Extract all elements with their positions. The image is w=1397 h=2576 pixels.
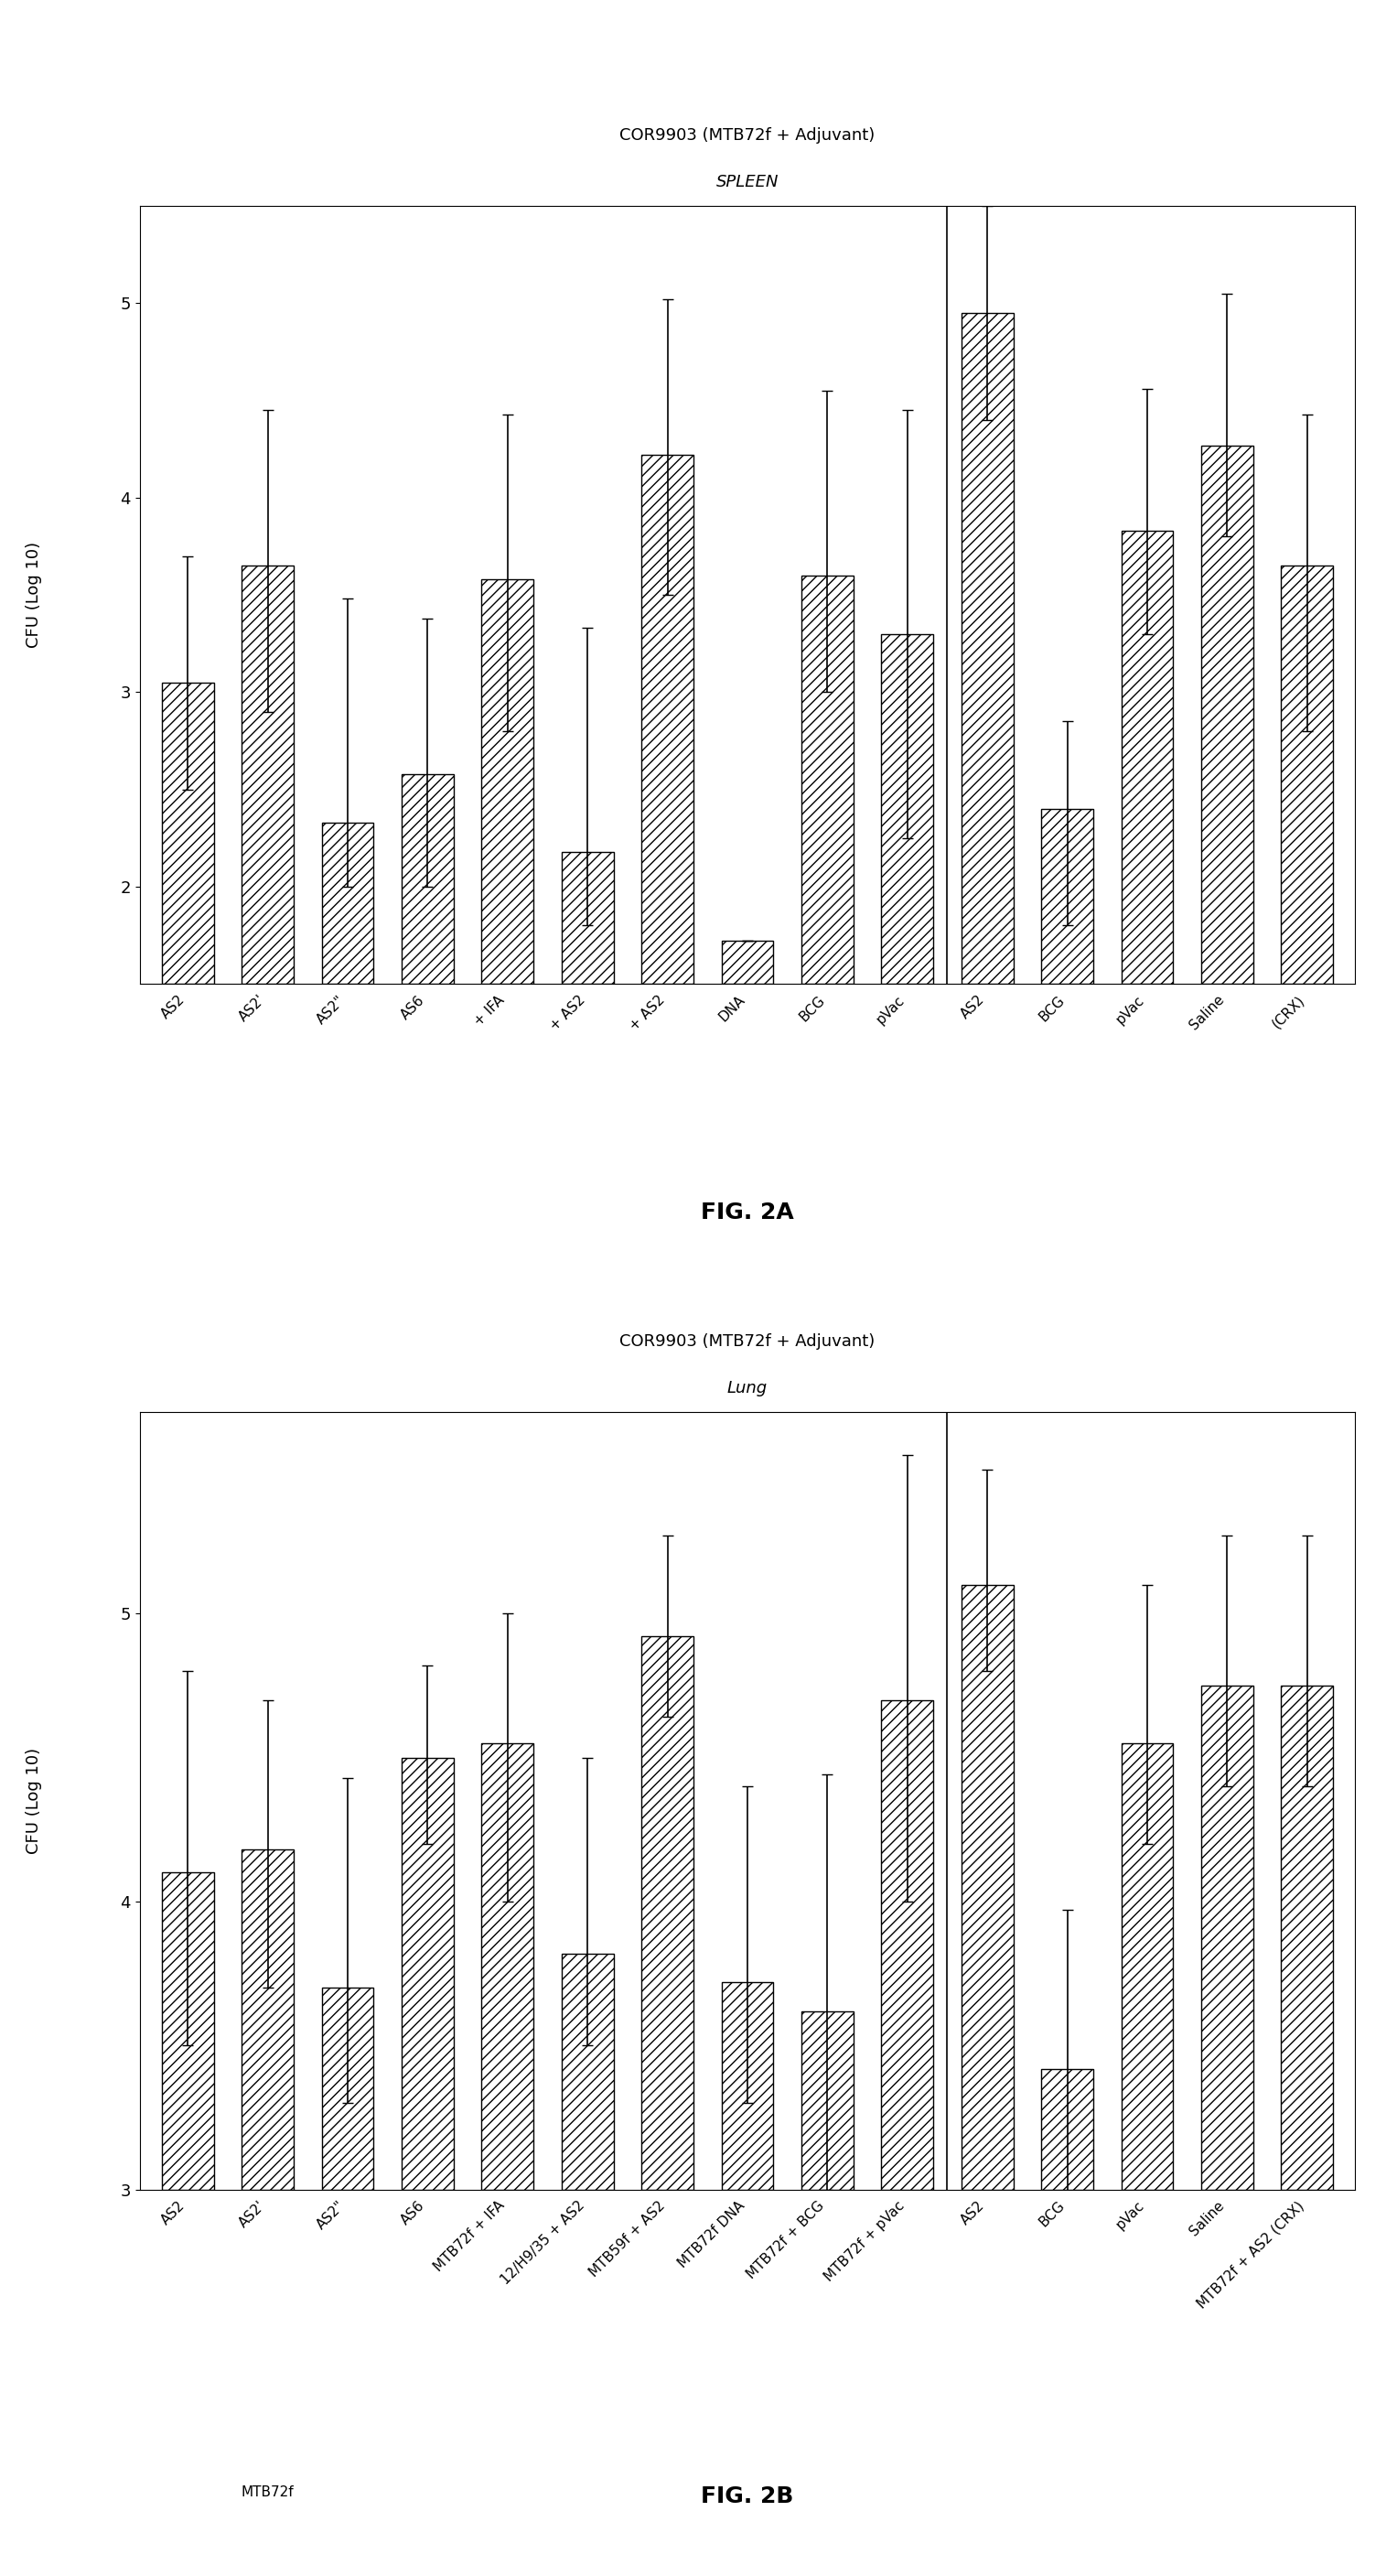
Bar [1122, 1744, 1173, 2190]
Bar [401, 773, 454, 984]
Bar [1041, 809, 1094, 984]
Bar [562, 1953, 613, 2190]
Bar [1281, 567, 1333, 984]
Bar [1201, 1685, 1253, 2190]
Bar [242, 1850, 293, 2190]
Text: MTB72f: MTB72f [242, 2486, 293, 2499]
Text: COR9903 (MTB72f + Adjuvant): COR9903 (MTB72f + Adjuvant) [620, 126, 875, 144]
Y-axis label: CFU (Log 10): CFU (Log 10) [27, 1747, 42, 1855]
Text: FIG. 2B: FIG. 2B [701, 2486, 793, 2506]
Bar [562, 853, 613, 984]
Bar [721, 940, 774, 984]
Bar [321, 822, 373, 984]
Bar [961, 314, 1013, 984]
Bar [321, 1989, 373, 2190]
Bar [1281, 1685, 1333, 2190]
Bar [242, 567, 293, 984]
Bar [961, 1584, 1013, 2190]
Bar [802, 574, 854, 984]
Bar [882, 634, 933, 984]
Bar [162, 1873, 214, 2190]
Bar [401, 1757, 454, 2190]
Text: COR9903 (MTB72f + Adjuvant): COR9903 (MTB72f + Adjuvant) [620, 1332, 875, 1350]
Bar [802, 2012, 854, 2190]
Bar [641, 456, 693, 984]
Bar [641, 1636, 693, 2190]
Bar [882, 1700, 933, 2190]
Text: FIG. 2A: FIG. 2A [701, 1203, 793, 1224]
Bar [162, 683, 214, 984]
Bar [482, 1744, 534, 2190]
Bar [1041, 2069, 1094, 2190]
Bar [482, 580, 534, 984]
Bar [721, 1981, 774, 2190]
Text: Lung: Lung [728, 1381, 767, 1396]
Bar [1201, 446, 1253, 984]
Y-axis label: CFU (Log 10): CFU (Log 10) [27, 541, 42, 649]
Bar [1122, 531, 1173, 984]
Text: SPLEEN: SPLEEN [717, 175, 778, 191]
